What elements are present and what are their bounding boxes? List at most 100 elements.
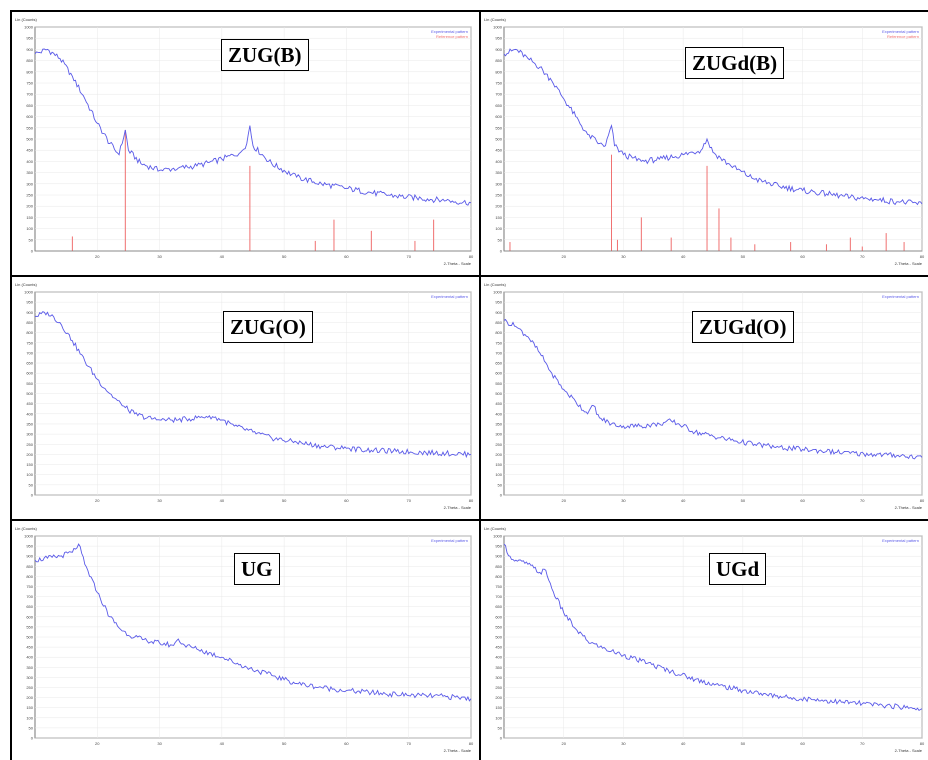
y-tick-label: 700 (495, 92, 502, 97)
legend-entry: Experimental pattern (431, 538, 468, 543)
sample-label: ZUGd(O) (692, 311, 794, 343)
y-axis-title: Lin (Counts) (15, 526, 37, 531)
series-line (503, 543, 923, 712)
x-tick-label: 40 (220, 741, 225, 746)
y-tick-label: 350 (495, 665, 502, 670)
y-tick-label: 550 (26, 125, 33, 130)
x-tick-label: 40 (220, 498, 225, 503)
x-tick-label: 70 (406, 741, 411, 746)
y-tick-label: 400 (26, 655, 33, 660)
y-tick-label: 350 (495, 421, 502, 426)
y-tick-label: 1000 (493, 534, 503, 539)
x-tick-label: 40 (681, 498, 686, 503)
y-tick-label: 450 (26, 148, 33, 153)
series-line (503, 48, 923, 206)
y-tick-label: 850 (26, 564, 33, 569)
legend-entry: Experimental pattern (882, 294, 919, 299)
grid-divider-row-1 (10, 275, 928, 277)
y-tick-label: 550 (495, 125, 502, 130)
xrd-chart: Lin (Counts) 0 50 100 150 200 250 300 350 400 450 5… (484, 526, 925, 753)
y-tick-label: 50 (498, 725, 503, 730)
y-tick-label: 900 (26, 310, 33, 315)
y-tick-label: 100 (26, 472, 33, 477)
x-tick-label: 30 (621, 254, 626, 259)
y-tick-label: 200 (495, 695, 502, 700)
x-tick-label: 80 (920, 741, 925, 746)
y-tick-label: 150 (26, 215, 33, 220)
y-tick-label: 800 (495, 69, 502, 74)
x-tick-label: 30 (157, 498, 162, 503)
x-tick-label: 20 (561, 498, 566, 503)
y-tick-label: 350 (26, 421, 33, 426)
y-tick-label: 500 (26, 635, 33, 640)
y-tick-label: 700 (26, 350, 33, 355)
y-tick-label: 200 (26, 452, 33, 457)
y-tick-label: 250 (26, 193, 33, 198)
figure-grid (10, 10, 928, 760)
legend-entry: Experimental pattern (431, 29, 468, 34)
x-tick-label: 30 (157, 254, 162, 259)
y-tick-label: 150 (495, 462, 502, 467)
y-tick-label: 850 (495, 320, 502, 325)
y-tick-label: 250 (495, 685, 502, 690)
y-tick-label: 450 (495, 148, 502, 153)
y-tick-label: 900 (495, 554, 502, 559)
y-tick-label: 300 (26, 181, 33, 186)
x-tick-label: 70 (406, 498, 411, 503)
y-tick-label: 850 (495, 58, 502, 63)
y-tick-label: 450 (26, 645, 33, 650)
x-tick-label: 50 (282, 741, 287, 746)
x-tick-label: 50 (741, 498, 746, 503)
y-tick-label: 150 (495, 705, 502, 710)
y-tick-label: 50 (498, 482, 503, 487)
y-tick-label: 750 (26, 81, 33, 86)
y-tick-label: 850 (495, 564, 502, 569)
y-tick-label: 600 (26, 114, 33, 119)
y-tick-label: 50 (29, 482, 34, 487)
x-axis-title: 2-Theta - Scale (895, 748, 923, 753)
x-tick-label: 30 (621, 498, 626, 503)
panel-ug: Lin (Counts) 0 50 100 150 200 250 300 350 400 450 5… (13, 522, 477, 760)
y-tick-label: 450 (495, 645, 502, 650)
y-tick-label: 100 (26, 226, 33, 231)
x-tick-label: 70 (860, 498, 865, 503)
sample-label: UGd (709, 553, 767, 585)
y-tick-label: 600 (26, 614, 33, 619)
y-tick-label: 550 (495, 624, 502, 629)
sample-label: ZUG(O) (223, 311, 313, 343)
panel-zugd-o: Lin (Counts) 0 50 100 150 200 250 300 350 400 450 5… (482, 278, 928, 517)
y-tick-label: 1000 (493, 290, 503, 295)
y-tick-label: 500 (495, 137, 502, 142)
y-axis-title: Lin (Counts) (484, 526, 506, 531)
y-tick-label: 0 (31, 249, 34, 254)
y-tick-label: 950 (495, 300, 502, 305)
x-tick-label: 20 (561, 741, 566, 746)
x-tick-label: 30 (157, 741, 162, 746)
x-tick-label: 30 (621, 741, 626, 746)
x-tick-label: 80 (469, 741, 474, 746)
y-tick-label: 800 (495, 574, 502, 579)
y-tick-label: 250 (26, 685, 33, 690)
y-tick-label: 550 (495, 381, 502, 386)
y-tick-label: 700 (495, 594, 502, 599)
legend-entry: Reference pattern (436, 34, 468, 39)
y-tick-label: 0 (500, 249, 503, 254)
y-tick-label: 250 (495, 442, 502, 447)
y-tick-label: 800 (26, 574, 33, 579)
panel-zug-o: Lin (Counts) 0 50 100 150 200 250 300 350 400 450 5… (13, 278, 477, 517)
y-tick-label: 800 (26, 330, 33, 335)
y-tick-label: 950 (495, 544, 502, 549)
grid-divider-row-2 (10, 519, 928, 521)
y-tick-label: 350 (26, 665, 33, 670)
y-tick-label: 1000 (24, 534, 34, 539)
series-line (34, 311, 472, 459)
y-tick-label: 100 (495, 226, 502, 231)
x-tick-label: 80 (920, 254, 925, 259)
y-tick-label: 200 (495, 204, 502, 209)
x-tick-label: 50 (741, 254, 746, 259)
y-tick-label: 300 (495, 675, 502, 680)
y-tick-label: 400 (495, 411, 502, 416)
y-tick-label: 750 (26, 584, 33, 589)
x-tick-label: 80 (920, 498, 925, 503)
y-tick-label: 0 (31, 736, 34, 741)
